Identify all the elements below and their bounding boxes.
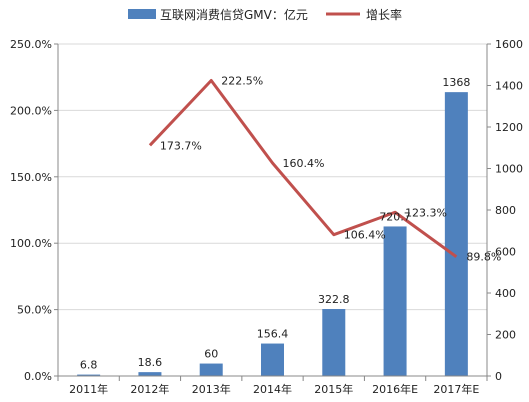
bar: [77, 374, 101, 376]
x-axis-tick-label: 2012年: [130, 382, 169, 396]
bar-value-label: 18.6: [138, 356, 163, 369]
right-axis-tick-label: 0: [495, 370, 502, 383]
bar: [199, 363, 223, 376]
line-value-label: 123.3%: [405, 206, 447, 219]
left-axis-tick-label: 200.0%: [10, 104, 52, 117]
left-axis-tick-label: 100.0%: [10, 237, 52, 250]
left-axis-tick-label: 0.0%: [24, 370, 52, 383]
x-axis-tick-label: 2016年E: [372, 382, 418, 396]
bar-value-label: 1368: [442, 76, 470, 89]
bar-value-label: 720.7: [379, 210, 411, 223]
x-axis-tick-label: 2014年: [253, 382, 292, 396]
legend-swatch-bar: [128, 9, 156, 19]
line-value-label: 160.4%: [283, 157, 325, 170]
left-axis-tick-label: 50.0%: [17, 304, 52, 317]
line-series: [148, 79, 458, 258]
x-axis-tick-label: 2017年E: [433, 382, 479, 396]
right-axis-tick-label: 800: [495, 204, 516, 217]
left-axis-tick-label: 150.0%: [10, 171, 52, 184]
x-axis-tick-label: 2013年: [192, 382, 231, 396]
line-value-label: 89.8%: [466, 251, 501, 264]
right-axis-tick-label: 1600: [495, 38, 523, 51]
right-axis-tick-label: 1400: [495, 80, 523, 93]
x-axis-tick-label: 2011年: [69, 382, 108, 396]
line-value-label: 106.4%: [344, 229, 386, 242]
data-labels: 6.8 18.6 60 156.4 322.8 720.7 1368 173.7% 222.5%…: [80, 75, 501, 372]
gridlines: [58, 43, 487, 311]
x-axis-tick-label: 2015年: [314, 382, 353, 396]
bar: [138, 372, 162, 376]
left-axis-tick-label: 250.0%: [10, 38, 52, 51]
line-value-label: 173.7%: [160, 139, 202, 152]
bar: [383, 226, 407, 376]
bar-value-label: 6.8: [80, 359, 98, 372]
right-axis-tick-label: 600: [495, 246, 516, 259]
legend: 互联网消费信贷GMV：亿元 增长率: [128, 7, 402, 22]
legend-label-bar: 互联网消费信贷GMV：亿元: [160, 7, 308, 22]
right-axis-tick-label: 1200: [495, 121, 523, 134]
right-axis-tick-label: 200: [495, 329, 516, 342]
bar: [322, 309, 346, 376]
bar-value-label: 156.4: [257, 328, 289, 341]
bar-value-label: 60: [204, 348, 218, 361]
axes: 0.0% 50.0% 100.0% 150.0% 200.0% 250.0% 0 200 400…: [10, 38, 523, 396]
bar-value-label: 322.8: [318, 293, 350, 306]
right-axis-tick-label: 400: [495, 287, 516, 300]
right-axis-tick-label: 1000: [495, 163, 523, 176]
bar-series: [77, 92, 468, 376]
bar: [261, 343, 284, 376]
legend-label-line: 增长率: [366, 7, 402, 22]
growth-rate-line: [148, 79, 458, 258]
line-value-label: 222.5%: [221, 75, 263, 88]
bar: [444, 92, 468, 376]
